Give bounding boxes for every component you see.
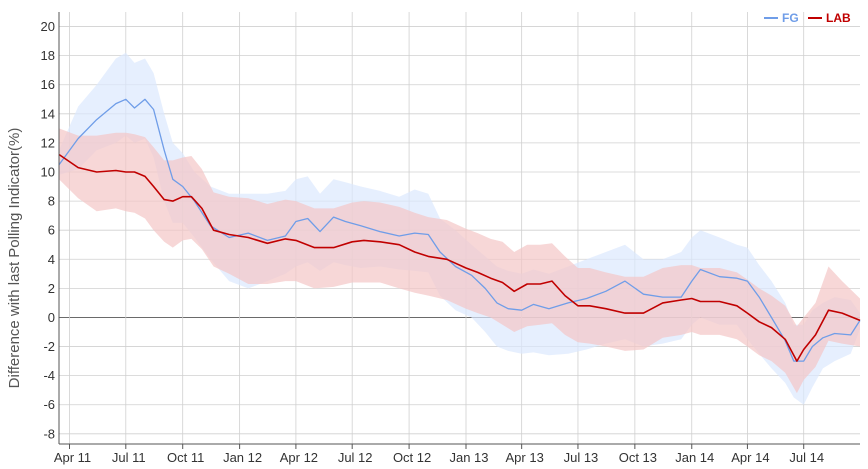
x-tick-label: Jul 14 xyxy=(789,450,824,465)
x-tick-label: Apr 12 xyxy=(280,450,318,465)
x-tick-label: Jul 13 xyxy=(564,450,599,465)
band-lab xyxy=(59,128,860,394)
x-tick-label: Jan 14 xyxy=(675,450,714,465)
y-tick-label: -2 xyxy=(43,339,55,354)
x-tick-label: Apr 11 xyxy=(54,450,91,465)
y-tick-label: 4 xyxy=(48,252,55,267)
y-tick-label: 10 xyxy=(41,165,55,180)
series-line-lab xyxy=(58,153,861,362)
y-tick-label: 2 xyxy=(48,281,55,296)
series-lines xyxy=(58,98,861,362)
y-tick-label: 16 xyxy=(41,77,55,92)
legend: FG LAB xyxy=(764,11,851,25)
x-tick-label: Oct 12 xyxy=(393,450,431,465)
y-tick-label: -8 xyxy=(43,426,55,441)
y-tick-label: -4 xyxy=(43,368,55,383)
y-tick-label: 18 xyxy=(41,48,55,63)
legend-label-lab: LAB xyxy=(826,11,851,25)
x-tick-label: Apr 13 xyxy=(506,450,544,465)
x-tick-label: Jan 12 xyxy=(223,450,262,465)
y-tick-label: 0 xyxy=(48,310,55,325)
x-tick-label: Apr 14 xyxy=(731,450,769,465)
x-tick-label: Oct 11 xyxy=(167,450,204,465)
y-tick-label: 8 xyxy=(48,194,55,209)
x-tick-labels: Apr 11 Jul 11 Oct 11 Jan 12 Apr 12 Jul 12 Oct … xyxy=(54,450,824,465)
x-tick-label: Oct 13 xyxy=(619,450,657,465)
y-tick-label: 14 xyxy=(41,106,55,121)
y-axis-label: Difference with last Polling Indicator(%… xyxy=(6,128,23,389)
series-line-fg xyxy=(58,98,861,362)
x-tick-label: Jul 12 xyxy=(338,450,373,465)
x-tick-label: Jul 11 xyxy=(112,450,146,465)
confidence-bands xyxy=(59,52,860,405)
legend-label-fg: FG xyxy=(782,11,799,25)
y-tick-label: 12 xyxy=(41,135,55,150)
y-tick-label: -6 xyxy=(43,397,55,412)
y-tick-label: 20 xyxy=(41,19,55,34)
y-tick-label: 6 xyxy=(48,223,55,238)
axes xyxy=(58,12,860,449)
x-tick-label: Jan 13 xyxy=(449,450,488,465)
